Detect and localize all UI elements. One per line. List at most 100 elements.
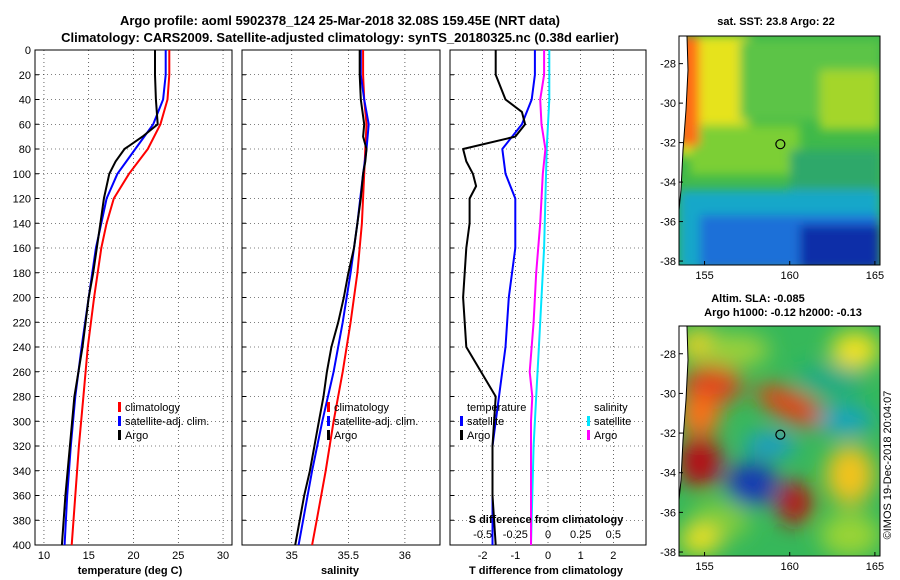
legend-satellite-label: satellite-adj. clim. bbox=[334, 416, 418, 428]
legend-climatology-swatch bbox=[327, 402, 330, 412]
x-tick-label: 35.5 bbox=[338, 550, 359, 562]
figure-title-line1: Argo profile: aoml 5902378_124 25-Mar-20… bbox=[120, 13, 560, 28]
map-lat-label: -32 bbox=[660, 138, 676, 150]
series-line-s-argo bbox=[528, 50, 547, 545]
sst-field bbox=[679, 36, 880, 265]
series-line-climatology bbox=[70, 50, 171, 546]
x-tick-label: -1 bbox=[510, 550, 520, 562]
legend-argo-swatch bbox=[118, 430, 121, 440]
map-lat-label: -38 bbox=[660, 547, 676, 559]
depth-tick-label: 0 bbox=[25, 45, 31, 57]
depth-tick-label: 360 bbox=[13, 491, 31, 503]
altimetry-map-panel: Altim. SLA: -0.085 Argo h1000: -0.12 h20… bbox=[660, 293, 884, 573]
depth-tick-label: 100 bbox=[13, 169, 31, 181]
depth-tick-label: 180 bbox=[13, 268, 31, 280]
map-lon-label: 160 bbox=[781, 561, 799, 573]
depth-tick-label: 260 bbox=[13, 367, 31, 379]
depth-tick-label: 200 bbox=[13, 293, 31, 305]
x-tick-label: 20 bbox=[127, 550, 139, 562]
map-lat-label: -34 bbox=[660, 468, 676, 480]
legend-satellite-swatch bbox=[118, 416, 121, 426]
x-tick-label: 36 bbox=[399, 550, 411, 562]
temperature-panel: 0 20 40 60 80 100 120 140 160 180 200 220 240 260 280 3… bbox=[13, 45, 233, 577]
top-x-tick-label: -0.25 bbox=[503, 529, 528, 541]
legend-s-argo-label: Argo bbox=[594, 430, 617, 442]
series-line-s-satellite bbox=[530, 50, 551, 546]
top-x-tick-label: 0.5 bbox=[606, 529, 621, 541]
x-tick-label: 35 bbox=[286, 550, 298, 562]
map-lat-label: -28 bbox=[660, 59, 676, 71]
figure-title-line2: Climatology: CARS2009. Satellite-adjuste… bbox=[61, 30, 619, 45]
legend-t-satellite-swatch bbox=[460, 416, 463, 426]
legend-t-argo-label: Argo bbox=[467, 430, 490, 442]
depth-tick-label: 140 bbox=[13, 218, 31, 230]
top-x-tick-label: 0 bbox=[545, 529, 551, 541]
salinity-panel: 35 35.5 36 salinity climatology satellite-… bbox=[241, 49, 441, 577]
sst-map-panel: sat. SST: 23.8 Argo: 22 155 160 165 -28 -30 -… bbox=[660, 16, 884, 282]
depth-tick-label: 80 bbox=[19, 144, 31, 156]
map-lon-label: 160 bbox=[781, 270, 799, 282]
map-lat-label: -30 bbox=[660, 388, 676, 400]
altimetry-map-frame bbox=[678, 325, 881, 557]
depth-tick-label: 320 bbox=[13, 441, 31, 453]
depth-tick-label: 160 bbox=[13, 243, 31, 255]
depth-tick-label: 20 bbox=[19, 70, 31, 82]
depth-tick-label: 220 bbox=[13, 317, 31, 329]
x-tick-label: 1 bbox=[578, 550, 584, 562]
map-lat-label: -32 bbox=[660, 428, 676, 440]
legend-argo-swatch bbox=[327, 430, 330, 440]
legend-argo-label: Argo bbox=[125, 430, 148, 442]
temperature-x-label: temperature (deg C) bbox=[78, 565, 183, 577]
salinity-legend: climatology satellite-adj. clim. Argo bbox=[327, 402, 418, 442]
legend-satellite-swatch bbox=[327, 416, 330, 426]
map-lat-label: -38 bbox=[660, 256, 676, 268]
map-lat-label: -36 bbox=[660, 507, 676, 519]
x-tick-label: 25 bbox=[172, 550, 184, 562]
depth-tick-label: 300 bbox=[13, 416, 31, 428]
altimetry-argo-position-marker bbox=[775, 429, 786, 440]
depth-tick-label: 60 bbox=[19, 119, 31, 131]
legend-argo-label: Argo bbox=[334, 430, 357, 442]
map-lon-label: 155 bbox=[695, 561, 713, 573]
difference-top-x-label: S difference from climatology bbox=[469, 514, 625, 526]
x-tick-label: 10 bbox=[38, 550, 50, 562]
map-lat-label: -28 bbox=[660, 349, 676, 361]
depth-tick-label: 240 bbox=[13, 342, 31, 354]
legend-s-satellite-label: satellite bbox=[594, 416, 631, 428]
depth-tick-label: 280 bbox=[13, 392, 31, 404]
legend-s-satellite-swatch bbox=[587, 416, 590, 426]
difference-legend: temperature satellite Argo salinity sate… bbox=[460, 402, 631, 442]
map-lon-label: 165 bbox=[866, 270, 884, 282]
top-x-tick-label: 0.25 bbox=[570, 529, 591, 541]
altimetry-map-title-line2: Argo h1000: -0.12 h2000: -0.13 bbox=[704, 307, 862, 319]
depth-tick-label: 380 bbox=[13, 515, 31, 527]
legend-climatology-swatch bbox=[118, 402, 121, 412]
x-tick-label: 15 bbox=[83, 550, 95, 562]
sst-argo-position-marker bbox=[775, 139, 786, 150]
legend-satellite-label: satellite-adj. clim. bbox=[125, 416, 209, 428]
legend-t-satellite-label: satellite bbox=[467, 416, 504, 428]
series-line-argo bbox=[60, 50, 159, 546]
altimetry-map-title-line1: Altim. SLA: -0.085 bbox=[711, 293, 805, 305]
legend-temperature-title: temperature bbox=[467, 402, 526, 414]
x-tick-label: -2 bbox=[478, 550, 488, 562]
depth-tick-label: 340 bbox=[13, 466, 31, 478]
map-lat-label: -36 bbox=[660, 217, 676, 229]
map-lon-label: 155 bbox=[695, 270, 713, 282]
legend-salinity-title: salinity bbox=[594, 402, 628, 414]
legend-climatology-label: climatology bbox=[125, 402, 181, 414]
difference-panel: -2 -1 0 1 2 -0.5 -0.25 0 0.25 0.5 T difference f… bbox=[449, 49, 647, 577]
sst-map-title: sat. SST: 23.8 Argo: 22 bbox=[717, 16, 835, 28]
salinity-x-label: salinity bbox=[321, 565, 360, 577]
legend-t-argo-swatch bbox=[460, 430, 463, 440]
difference-x-label: T difference from climatology bbox=[469, 565, 624, 577]
map-lat-label: -34 bbox=[660, 177, 676, 189]
depth-tick-label: 40 bbox=[19, 95, 31, 107]
top-x-tick-label: -0.5 bbox=[473, 529, 492, 541]
imos-credit: ©IMOS 19-Dec-2018 20:04:07 bbox=[882, 391, 894, 540]
depth-tick-label: 400 bbox=[13, 540, 31, 552]
sla-field bbox=[679, 326, 880, 556]
x-tick-label: 30 bbox=[217, 550, 229, 562]
series-line-t-argo bbox=[462, 50, 527, 546]
